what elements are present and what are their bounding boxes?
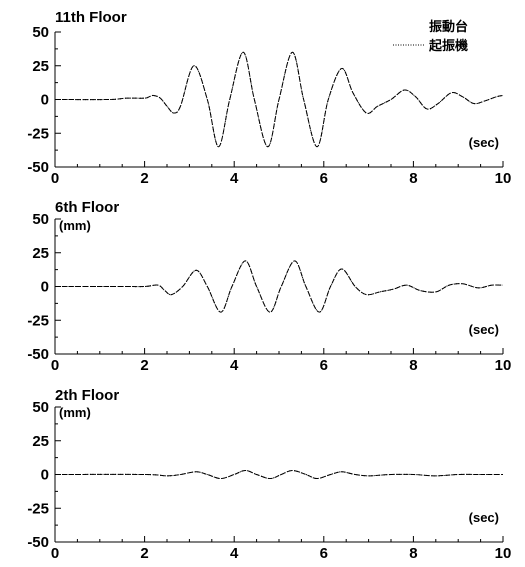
y-tick-label: -50 xyxy=(27,159,49,176)
y-tick-label: 25 xyxy=(32,433,49,450)
y-tick-label: 25 xyxy=(32,58,49,75)
legend: 振動台 起振機 xyxy=(393,19,468,54)
y-tick-label: 0 xyxy=(41,279,49,296)
x-tick-label: 0 xyxy=(51,170,59,187)
panel-title: 2th Floor xyxy=(55,387,119,404)
panel-title: 11th Floor xyxy=(55,9,127,26)
x-tick-label: 8 xyxy=(409,545,417,562)
series-line-exciter xyxy=(54,260,504,313)
x-tick-label: 2 xyxy=(140,545,148,562)
y-tick-label: -25 xyxy=(27,125,49,142)
series-line-shake-table xyxy=(54,469,503,480)
x-tick-label: 6 xyxy=(320,545,328,562)
x-tick-label: 8 xyxy=(409,170,417,187)
y-tick-label: 25 xyxy=(32,245,49,262)
y-tick-label: 0 xyxy=(41,92,49,109)
series-line-shake-table xyxy=(54,51,504,148)
y-unit-label: (mm) xyxy=(59,218,91,233)
y-unit-label: (mm) xyxy=(59,405,91,420)
y-tick-label: -50 xyxy=(27,346,49,363)
y-tick-label: 50 xyxy=(32,399,49,416)
x-tick-label: 4 xyxy=(230,170,239,187)
x-tick-label: 0 xyxy=(51,357,59,374)
x-tick-label: 0 xyxy=(51,545,59,562)
x-unit-label: (sec) xyxy=(469,510,499,525)
y-tick-label: -25 xyxy=(27,312,49,329)
y-tick-label: 50 xyxy=(32,211,49,228)
y-tick-label: 50 xyxy=(32,24,49,41)
x-tick-label: 8 xyxy=(409,357,417,374)
x-tick-label: 10 xyxy=(495,170,512,187)
series-line-exciter xyxy=(54,469,503,480)
x-unit-label: (sec) xyxy=(469,135,499,150)
y-tick-label: -50 xyxy=(27,534,49,551)
x-unit-label: (sec) xyxy=(469,322,499,337)
panel-title: 6th Floor xyxy=(55,199,119,216)
x-tick-label: 10 xyxy=(495,357,512,374)
x-tick-label: 10 xyxy=(495,545,512,562)
y-tick-label: 0 xyxy=(41,467,49,484)
x-tick-label: 2 xyxy=(140,170,148,187)
y-tick-label: -25 xyxy=(27,500,49,517)
legend-label-exciter: 起振機 xyxy=(428,38,468,54)
series-line-shake-table xyxy=(54,260,504,313)
x-tick-label: 6 xyxy=(320,170,328,187)
x-tick-label: 2 xyxy=(140,357,148,374)
legend-label-shake-table: 振動台 xyxy=(429,19,468,35)
x-tick-label: 6 xyxy=(320,357,328,374)
x-tick-label: 4 xyxy=(230,357,239,374)
x-tick-label: 4 xyxy=(230,545,239,562)
